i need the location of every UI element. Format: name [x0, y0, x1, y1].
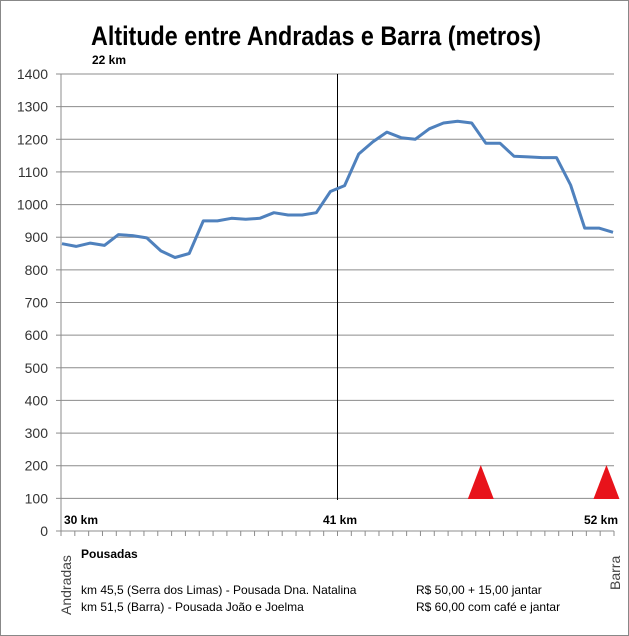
y-tick-label: 300	[25, 425, 49, 441]
y-tick-label: 1200	[17, 131, 48, 147]
y-tick-label: 100	[25, 490, 49, 506]
pousada-1-name: km 45,5 (Serra dos Limas) - Pousada Dna.…	[81, 583, 357, 597]
y-tick-label: 1300	[17, 99, 48, 115]
km-label-mid: 41 km	[323, 513, 357, 527]
pousadas-heading: Pousadas	[81, 547, 138, 561]
y-tick-label: 900	[25, 229, 49, 245]
y-tick-label: 1000	[17, 197, 48, 213]
segment-length-label: 22 km	[92, 53, 126, 67]
pousada-2-name: km 51,5 (Barra) - Pousada João e Joelma	[81, 600, 304, 614]
km-label-start: 30 km	[64, 513, 98, 527]
km-label-end: 52 km	[584, 513, 618, 527]
y-tick-label: 800	[25, 262, 49, 278]
y-tick-label: 400	[25, 392, 49, 408]
chart-title: Altitude entre Andradas e Barra (metros)	[91, 21, 541, 51]
pousada-marker-triangle	[593, 465, 620, 499]
pousada-marker-triangle	[467, 465, 494, 499]
pousada-2-price: R$ 60,00 com café e jantar	[416, 600, 560, 614]
y-tick-label: 1400	[17, 66, 48, 82]
y-tick-label: 200	[25, 458, 49, 474]
x-end-label: Barra	[607, 556, 623, 590]
y-tick-label: 500	[25, 360, 49, 376]
y-tick-label: 0	[40, 523, 48, 539]
y-tick-label: 1100	[18, 164, 48, 180]
pousada-1-price: R$ 50,00 + 15,00 jantar	[416, 583, 542, 597]
y-tick-label: 600	[25, 327, 49, 343]
altitude-line	[61, 119, 614, 259]
x-start-label: Andradas	[58, 555, 74, 615]
y-tick-label: 700	[25, 295, 49, 311]
